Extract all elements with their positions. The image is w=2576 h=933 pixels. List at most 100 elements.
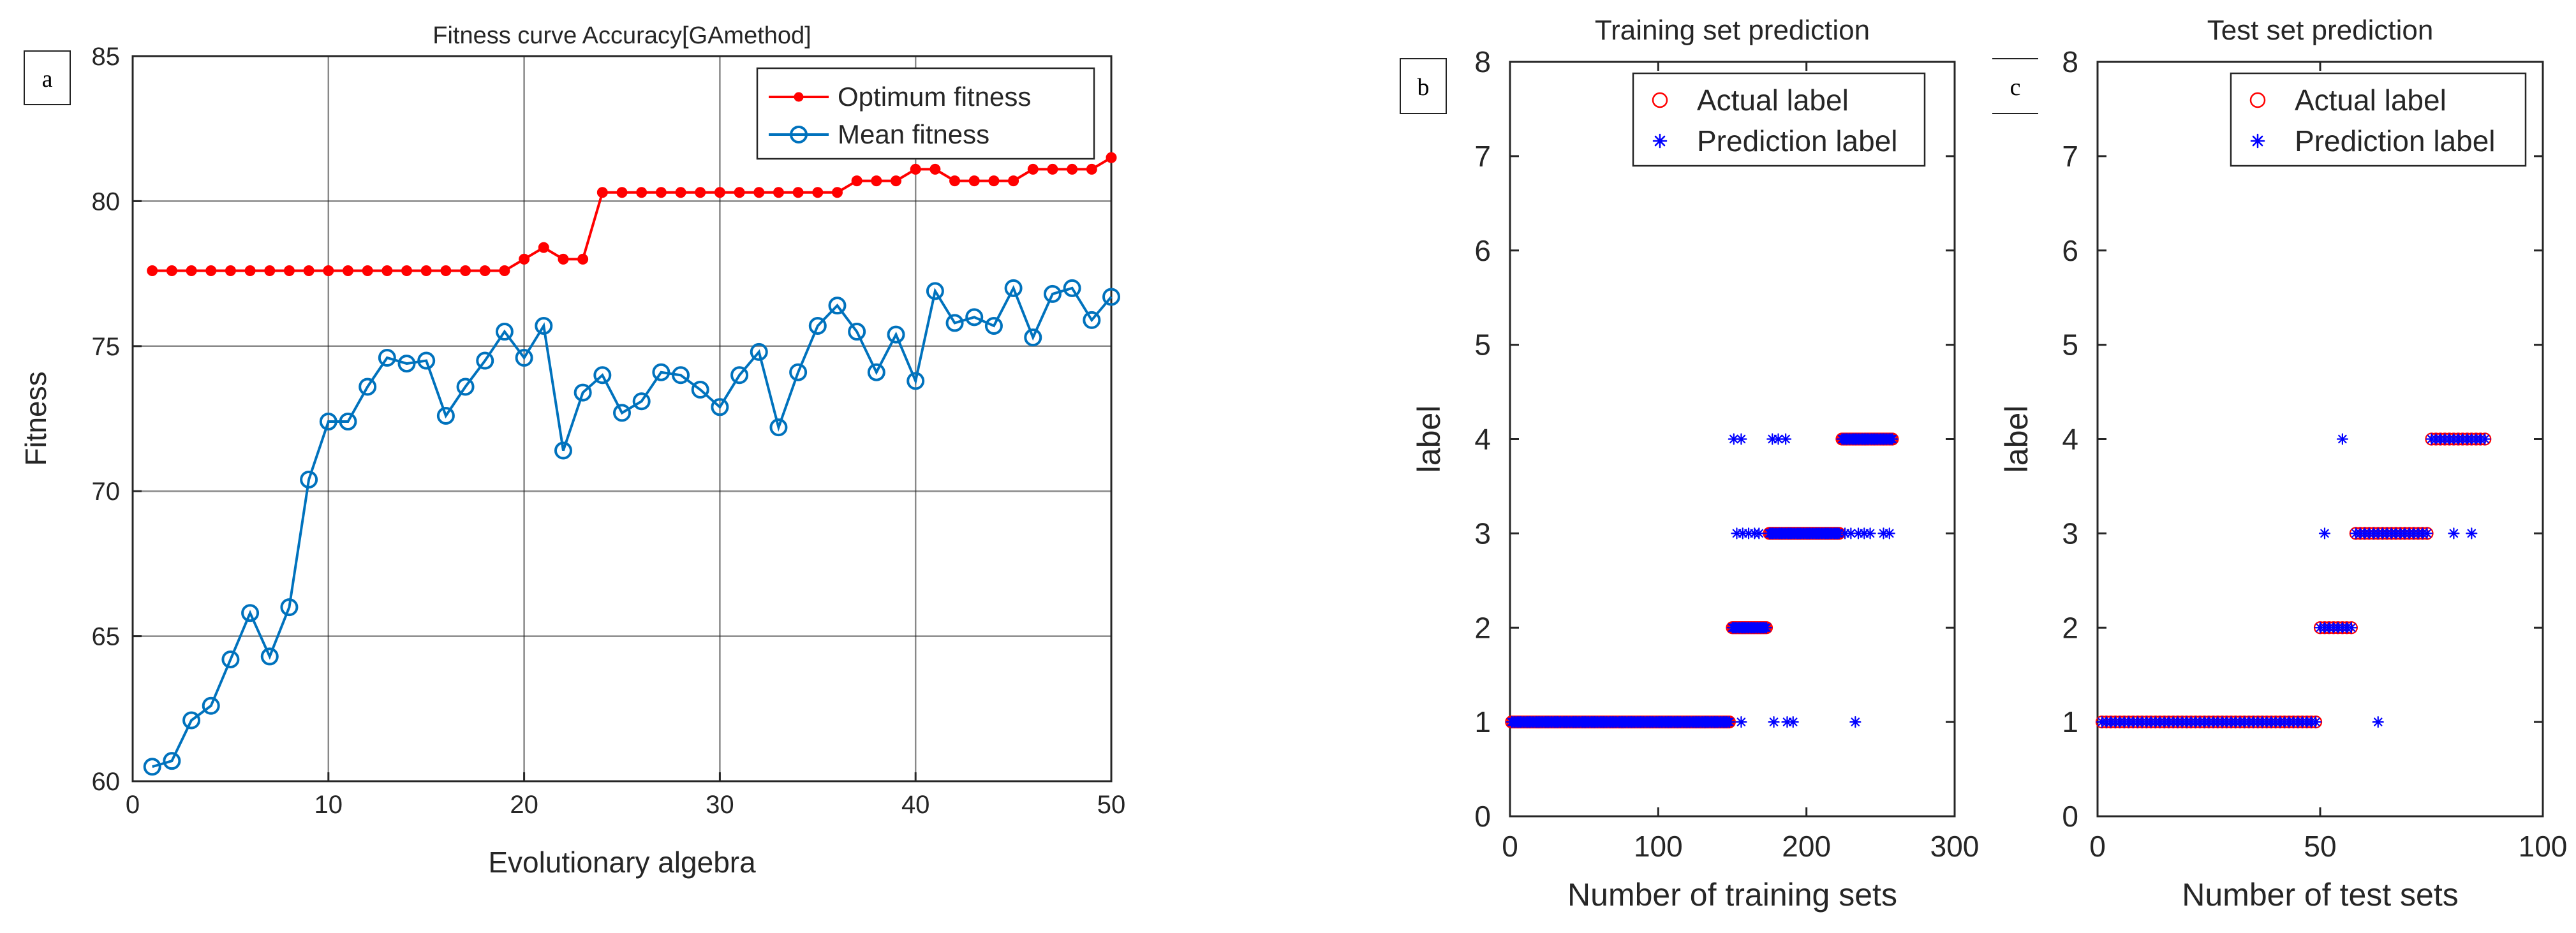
data-point-optimum: [186, 265, 197, 277]
data-point-optimum: [538, 242, 549, 253]
prediction-label-point: [2345, 622, 2357, 634]
y-tick-label: 0: [1474, 800, 1491, 833]
y-tick-label: 5: [2062, 328, 2078, 362]
data-point-optimum: [519, 253, 530, 265]
chart-title: Training set prediction: [1595, 15, 1870, 46]
data-point-mean: [711, 398, 729, 416]
y-tick-label: 75: [92, 333, 121, 361]
data-point-optimum: [577, 253, 589, 265]
data-point-mean: [378, 348, 396, 367]
data-point-mean: [613, 404, 631, 422]
prediction-outlier-point: [1787, 716, 1799, 728]
data-point-optimum: [342, 265, 353, 277]
data-point-optimum: [420, 265, 432, 277]
data-point-mean: [359, 378, 377, 396]
data-point-optimum: [714, 187, 725, 198]
panel-letter-a: a: [42, 66, 53, 92]
x-axis-label: Evolutionary algebra: [488, 846, 756, 879]
legend-marker-prediction: [1652, 133, 1668, 149]
data-point-optimum: [968, 175, 980, 187]
x-tick-label: 50: [1097, 791, 1126, 819]
data-point-mean: [436, 406, 455, 425]
legend-marker-actual: [2249, 92, 2266, 108]
data-point-optimum: [753, 187, 765, 198]
prediction-label-point: [2421, 527, 2433, 540]
data-point-mean: [182, 711, 201, 730]
data-point-mean: [789, 363, 808, 381]
prediction-outlier-point: [1849, 716, 1862, 728]
axes-box-a: [131, 55, 1113, 782]
panel-a-fitness-chart: 0 10 20 30 40 50 60 65 70 75 80 85 Fitness curve Acc…: [19, 22, 1125, 879]
data-point-mean: [691, 381, 709, 399]
y-tick-label: 85: [92, 43, 121, 71]
data-point-optimum: [147, 265, 158, 277]
data-point-optimum: [891, 175, 902, 187]
data-point-mean: [1063, 279, 1081, 297]
data-point-optimum: [1027, 163, 1039, 175]
data-point-optimum: [792, 187, 804, 198]
data-point-optimum: [244, 265, 256, 277]
panel-c-test-chart: 0 50 100 0 1 2 3 4 5 6 7 8 Test set prediction Number…: [1992, 15, 2567, 913]
data-point-optimum: [440, 265, 452, 277]
data-point-optimum: [264, 265, 276, 277]
data-point-mean: [456, 378, 475, 396]
data-point-mean: [887, 325, 905, 344]
y-tick-label: 1: [2062, 705, 2078, 738]
x-axis-label: Number of training sets: [1567, 877, 1897, 913]
legend-label-actual: Actual label: [2295, 84, 2446, 117]
data-point-mean: [535, 316, 553, 335]
legend-label-optimum: Optimum fitness: [838, 82, 1031, 112]
legend-label-prediction: Prediction label: [2295, 124, 2496, 158]
data-point-mean: [1083, 311, 1101, 329]
prediction-outlier-point: [1780, 433, 1792, 445]
data-point-optimum: [1106, 152, 1117, 163]
data-point-mean: [515, 348, 533, 367]
data-point-mean: [848, 323, 866, 341]
data-point-mean: [202, 696, 220, 715]
data-point-mean: [221, 650, 240, 668]
y-tick-label: 7: [1474, 140, 1491, 173]
prediction-outlier-point: [2466, 527, 2478, 540]
y-tick-label: 4: [1474, 423, 1491, 456]
data-point-mean: [750, 342, 768, 361]
data-point-mean: [828, 297, 847, 315]
legend-marker-actual: [1652, 92, 1668, 108]
x-tick-label: 0: [2089, 830, 2106, 863]
data-point-mean: [554, 441, 572, 460]
y-tick-label: 1: [1474, 705, 1491, 738]
data-point-mean: [339, 413, 357, 431]
prediction-outlier-point: [1735, 433, 1747, 445]
x-tick-label: 30: [706, 791, 734, 819]
x-tick-label: 20: [510, 791, 538, 819]
data-point-optimum: [205, 265, 217, 277]
legend-a: [756, 67, 1095, 160]
x-tick-label: 40: [901, 791, 930, 819]
y-tick-label: 3: [2062, 517, 2078, 550]
panel-letter-c: c: [2010, 74, 2021, 101]
prediction-outlier-point: [1768, 716, 1780, 728]
data-point-mean: [1043, 284, 1062, 303]
data-point-mean: [319, 413, 337, 431]
data-point-optimum: [479, 265, 491, 277]
data-point-mean: [241, 604, 260, 622]
data-point-optimum: [675, 187, 686, 198]
data-point-optimum: [988, 175, 1000, 187]
data-point-mean: [907, 372, 925, 390]
data-point-mean: [1004, 279, 1023, 297]
data-point-optimum: [323, 265, 334, 277]
data-point-mean: [672, 366, 690, 385]
prediction-outlier-point: [1858, 527, 1870, 540]
x-tick-label: 0: [1502, 830, 1518, 863]
data-point-optimum: [773, 187, 784, 198]
prediction-outlier-point: [2372, 716, 2384, 728]
y-tick-label: 2: [1474, 611, 1491, 644]
panel-letter-a-box: [24, 50, 71, 105]
legend-label-prediction: Prediction label: [1697, 124, 1898, 158]
data-point-mean: [965, 308, 984, 327]
data-point-optimum: [929, 163, 941, 175]
prediction-outlier-point: [2318, 527, 2331, 540]
prediction-label-point: [1760, 622, 1773, 634]
legend-label-mean: Mean fitness: [838, 119, 989, 149]
data-point-optimum: [812, 187, 824, 198]
